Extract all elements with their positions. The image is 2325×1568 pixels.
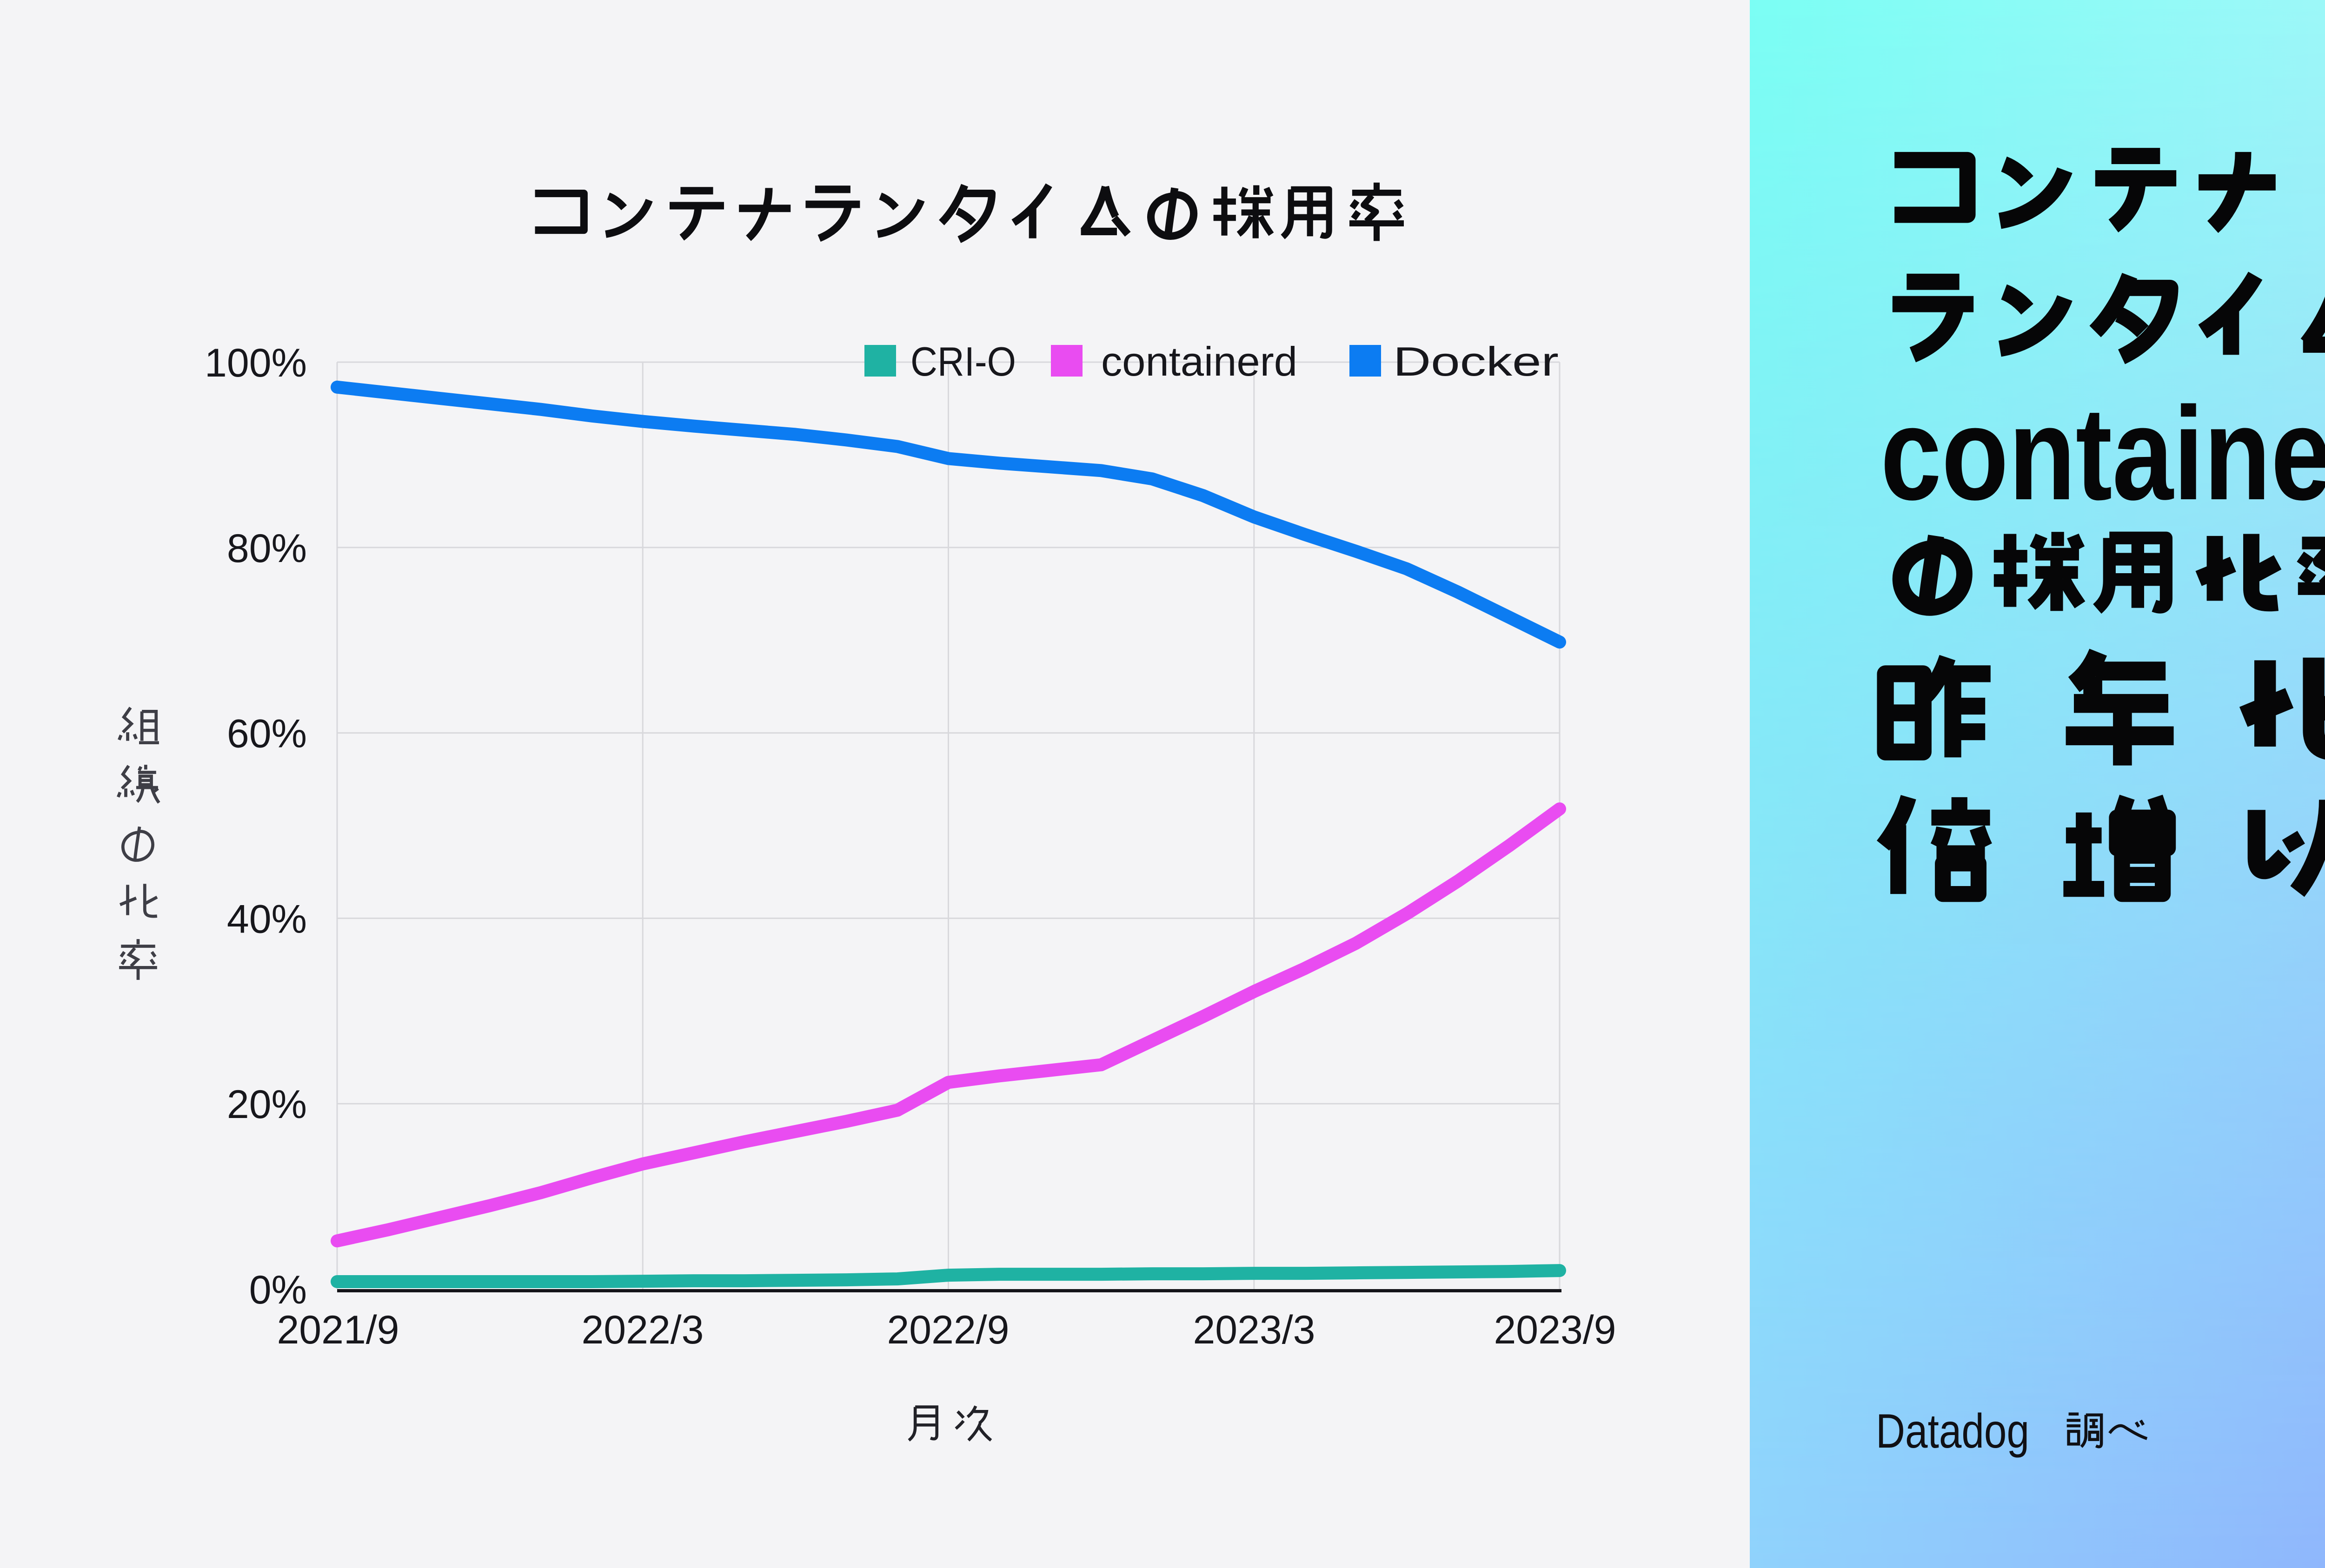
svg-text:CRI-O: CRI-O xyxy=(910,338,1016,384)
svg-text:2022/3: 2022/3 xyxy=(581,1308,704,1352)
svg-text:20%: 20% xyxy=(227,1082,307,1127)
svg-text:60%: 60% xyxy=(227,712,307,756)
svg-text:80%: 80% xyxy=(227,526,307,571)
svg-text:40%: 40% xyxy=(227,897,307,941)
svg-text:2023/3: 2023/3 xyxy=(1193,1308,1315,1352)
svg-text:containerd: containerd xyxy=(1101,338,1297,384)
svg-text:Docker: Docker xyxy=(1393,338,1559,384)
svg-text:2023/9: 2023/9 xyxy=(1494,1308,1616,1352)
svg-text:2021/9: 2021/9 xyxy=(277,1308,399,1352)
svg-text:containerd: containerd xyxy=(1880,380,2325,528)
svg-text:0%: 0% xyxy=(249,1268,307,1312)
svg-text:2022/9: 2022/9 xyxy=(887,1308,1009,1352)
svg-text:100%: 100% xyxy=(205,341,307,385)
svg-text:Datadog: Datadog xyxy=(1876,1404,2029,1458)
